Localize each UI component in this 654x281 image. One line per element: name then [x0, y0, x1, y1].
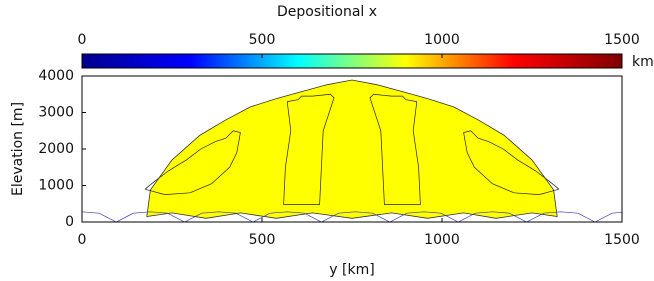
- colorbar-unit: km: [632, 54, 654, 70]
- y-tick-label: 1000: [38, 178, 74, 194]
- filled-region: [147, 80, 557, 218]
- colorbar-tick-label: 1500: [604, 32, 640, 48]
- x-tick-label: 0: [78, 232, 87, 248]
- x-axis-label: y [km]: [329, 262, 374, 278]
- colorbar-tick-label: 0: [78, 32, 87, 48]
- plot-area: [82, 80, 622, 222]
- colorbar-title: Depositional x: [277, 4, 377, 20]
- y-tick-label: 3000: [38, 105, 74, 121]
- colorbar: [82, 54, 622, 68]
- y-tick-label: 2000: [38, 141, 74, 157]
- chart: Depositional x km y [km] Elevation [m] 0…: [0, 0, 654, 281]
- y-axis-label: Elevation [m]: [10, 102, 26, 196]
- x-tick-label: 1000: [424, 232, 460, 248]
- x-tick-label: 1500: [604, 232, 640, 248]
- colorbar-tick-label: 1000: [424, 32, 460, 48]
- x-tick-label: 500: [249, 232, 276, 248]
- y-tick-label: 0: [65, 214, 74, 230]
- colorbar-tick-label: 500: [249, 32, 276, 48]
- y-tick-label: 4000: [38, 68, 74, 84]
